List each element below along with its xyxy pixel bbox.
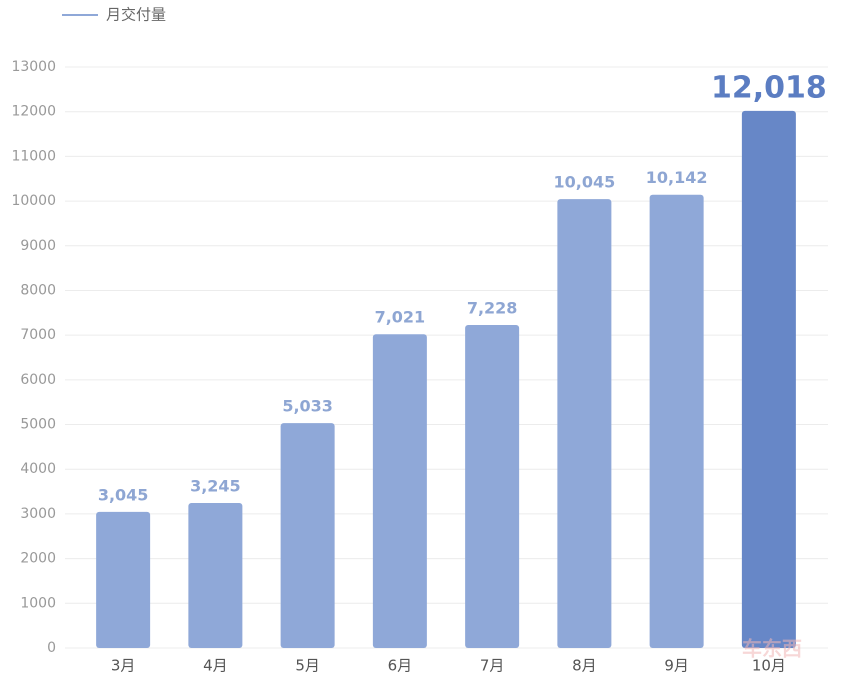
y-tick-label: 9000 xyxy=(20,238,56,254)
x-tick-label: 7月 xyxy=(480,657,505,675)
y-tick-label: 4000 xyxy=(20,461,56,477)
x-tick-label: 8月 xyxy=(572,657,597,675)
bar xyxy=(649,194,704,648)
x-tick-label: 4月 xyxy=(203,657,228,675)
y-tick-label: 5000 xyxy=(20,417,56,433)
x-tick-label: 6月 xyxy=(388,657,413,675)
bar xyxy=(188,502,243,648)
bar xyxy=(280,423,335,648)
y-tick-label: 11000 xyxy=(11,148,56,164)
data-label: 10,045 xyxy=(554,173,616,192)
watermark: 车东西 xyxy=(742,637,802,661)
y-tick-label: 3000 xyxy=(20,506,56,522)
data-label: 7,228 xyxy=(467,298,518,317)
data-label: 3,045 xyxy=(98,485,149,504)
y-tick-label: 7000 xyxy=(20,327,56,343)
y-tick-label: 12000 xyxy=(11,104,56,120)
bar xyxy=(96,511,151,648)
bar xyxy=(465,324,520,648)
data-label: 10,142 xyxy=(646,168,708,187)
data-label: 7,021 xyxy=(375,308,426,327)
bar xyxy=(372,334,427,648)
legend-label: 月交付量 xyxy=(106,6,166,24)
data-label: 12,018 xyxy=(711,70,827,105)
data-label: 5,033 xyxy=(282,397,333,416)
x-tick-label: 9月 xyxy=(664,657,689,675)
bar xyxy=(741,110,796,649)
y-tick-label: 8000 xyxy=(20,282,56,298)
y-tick-label: 0 xyxy=(47,640,56,656)
bar xyxy=(557,199,612,648)
y-tick-label: 10000 xyxy=(11,193,56,209)
y-tick-label: 13000 xyxy=(11,59,56,75)
data-label: 3,245 xyxy=(190,476,241,495)
x-tick-label: 3月 xyxy=(111,657,136,675)
y-tick-label: 2000 xyxy=(20,551,56,567)
y-tick-label: 6000 xyxy=(20,372,56,388)
x-tick-label: 10月 xyxy=(752,657,786,675)
x-tick-label: 5月 xyxy=(295,657,320,675)
y-tick-label: 1000 xyxy=(20,595,56,611)
